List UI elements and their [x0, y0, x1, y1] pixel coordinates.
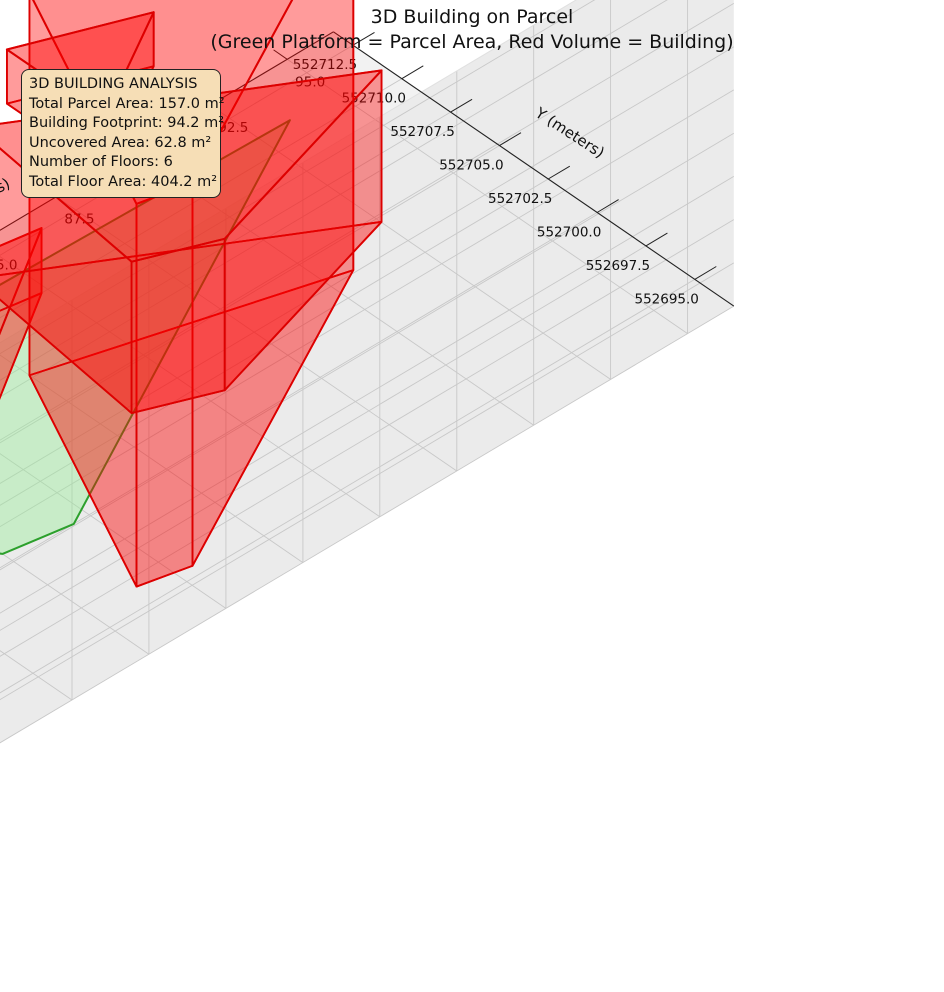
info-line-2: Building Footprint: 94.2 m² — [29, 115, 225, 131]
grid-x-floor — [56, 196, 458, 472]
info-line-1: Total Parcel Area: 157.0 m² — [29, 95, 225, 112]
y-tick — [694, 266, 717, 280]
y-tick — [547, 165, 571, 180]
grid-z-right — [0, 176, 735, 614]
x-tick-label: 92.5 — [218, 120, 248, 136]
x-tick-label: 85.0 — [0, 258, 17, 274]
grid-z-right — [0, 0, 596, 355]
y-tick — [499, 132, 522, 147]
grid-lines — [0, 0, 735, 744]
grid-x-floor — [0, 650, 73, 701]
grid-z-right — [0, 0, 668, 398]
grid-x-floor — [0, 256, 381, 518]
grid-y-floor — [0, 245, 647, 631]
y-tick — [645, 232, 668, 247]
grid-x-floor — [0, 354, 304, 563]
grid-z-right — [0, 3, 735, 441]
grid-y-floor — [0, 111, 451, 381]
grid-y-floor — [0, 78, 403, 319]
y-tick-label: 552712.5 — [293, 57, 357, 73]
grid-y-floor — [0, 145, 500, 444]
building-block-0 — [0, 227, 43, 400]
grid-z-right — [0, 46, 735, 484]
grid-x-floor — [0, 453, 227, 609]
grid-z-right — [0, 89, 735, 528]
y-tick-label: 552707.5 — [390, 124, 454, 140]
x-tick-label: 95.0 — [295, 74, 325, 90]
block-top-face — [0, 227, 43, 336]
grid-z-right — [0, 305, 735, 744]
info-line-3: Uncovered Area: 62.8 m² — [29, 134, 212, 151]
grid-y-floor — [0, 44, 354, 256]
analysis-info-box: 3D BUILDING ANALYSIS Total Parcel Area: 1… — [21, 69, 225, 198]
axes-panes — [0, 0, 734, 743]
y-tick-label: 552697.5 — [586, 258, 650, 274]
grid-x-floor — [210, 104, 611, 380]
y-tick — [401, 65, 424, 80]
y-tick-label: 552700.0 — [537, 225, 601, 241]
y-tick-label: 552705.0 — [439, 158, 503, 174]
y-tick — [596, 199, 619, 213]
pane-edge — [0, 0, 578, 344]
chart-subtitle: (Green Platform = Parcel Area, Red Volum… — [210, 31, 734, 53]
block-side-face — [130, 237, 226, 415]
back-right-pane — [0, 0, 734, 743]
info-line-4: Number of Floors: 6 — [29, 154, 173, 170]
info-line-0: 3D BUILDING ANALYSIS — [29, 76, 198, 92]
grid-y-floor — [0, 279, 695, 694]
y-tick-label: 552702.5 — [488, 191, 552, 207]
x-axis-line — [333, 31, 735, 307]
y-tick — [450, 98, 473, 113]
grid-y-floor — [0, 212, 598, 569]
grid-z-right — [0, 132, 735, 571]
axis-ticks: 75.077.580.082.585.087.590.092.595.05526… — [0, 31, 717, 307]
chart-title: 3D Building on Parcel — [370, 6, 574, 28]
block-side-face — [0, 147, 133, 415]
x-tick — [273, 49, 288, 60]
grid-z-right — [0, 262, 735, 701]
y-tick — [352, 31, 375, 46]
info-line-5: Total Floor Area: 404.2 m² — [29, 173, 218, 190]
y-tick-label: 552695.0 — [634, 291, 698, 307]
grid-x-floor — [0, 551, 150, 655]
grid-y-floor — [0, 178, 549, 506]
grid-z-right — [0, 219, 735, 657]
